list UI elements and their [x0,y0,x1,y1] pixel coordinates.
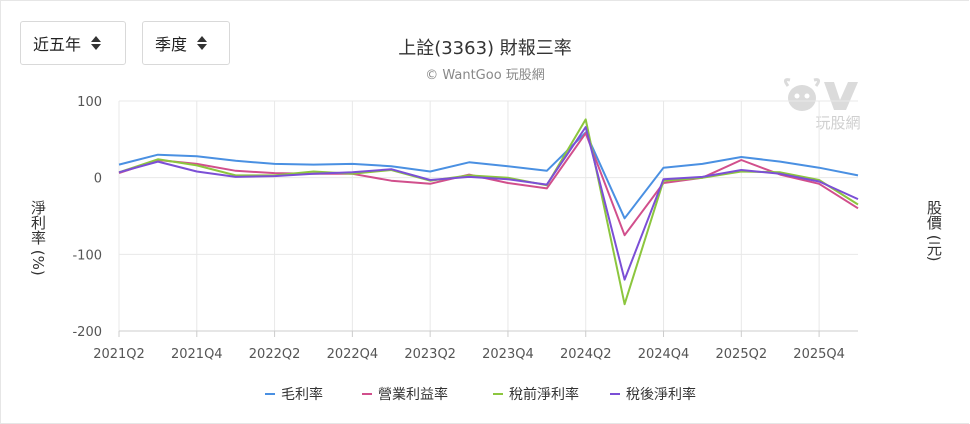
y-tick-label: -200 [72,325,102,340]
period-select[interactable]: 季度 [142,21,230,65]
legend-item: 營業利益率 [378,386,448,403]
y2-axis-label-text: 股價 (元) [925,200,943,262]
sort-arrows-icon [91,36,102,50]
y-tick-label: 0 [94,172,102,187]
chart-title: 上詮(3363) 財報三率 [398,38,572,59]
watermark-text: 玩股網 [815,114,860,132]
wantgoo-logo-watermark: 玩股網 [780,76,890,132]
series-line-net [118,126,859,281]
x-tick-label: 2022Q2 [249,347,301,362]
series-line-operating [118,132,859,237]
y-axis-label-right: 股價 (元) [925,200,945,261]
legend-item: 稅前淨利率 [509,386,579,403]
x-tick-label: 2024Q2 [560,347,612,362]
series-line-pretax [118,118,859,306]
period-select-value: 季度 [155,35,188,54]
x-tick-label: 2021Q2 [93,347,145,362]
chart-subtitle: © WantGoo 玩股網 [425,68,545,83]
sort-arrows-icon [197,36,208,50]
range-select[interactable]: 近五年 [20,21,126,65]
legend-item: 稅後淨利率 [626,386,696,403]
x-tick-label: 2025Q4 [793,347,845,362]
y-tick-label: -100 [72,248,102,263]
x-tick-label: 2022Q4 [327,347,379,362]
x-tick-label: 2023Q4 [482,347,534,362]
x-tick-label: 2025Q2 [716,347,768,362]
y-axis-label-left: 淨利率 (%) [29,200,49,276]
x-tick-label: 2023Q2 [404,347,456,362]
y-tick-label: 100 [77,95,102,110]
series-line-gross [118,131,859,220]
range-select-value: 近五年 [33,35,82,54]
y-axis-label-text: 淨利率 (%) [29,200,47,276]
x-tick-label: 2024Q4 [638,347,690,362]
legend-item: 毛利率 [281,386,323,403]
x-tick-label: 2021Q4 [171,347,223,362]
